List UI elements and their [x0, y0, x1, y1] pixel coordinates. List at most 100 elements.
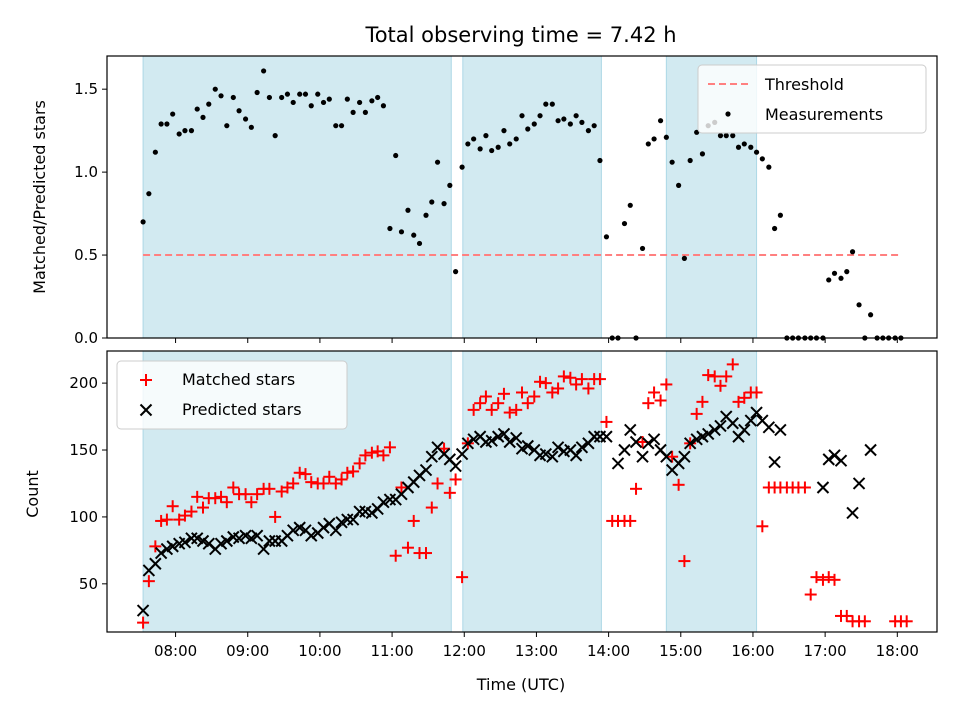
matched-point	[497, 387, 510, 400]
measurement-point	[477, 146, 483, 152]
measurement-point	[579, 119, 585, 125]
matched-point	[600, 415, 613, 428]
measurement-point	[369, 98, 375, 104]
matched-point	[149, 540, 162, 553]
measurement-point	[507, 141, 513, 147]
measurement-point	[333, 123, 339, 129]
measurement-point	[357, 99, 363, 106]
predicted-point	[497, 427, 511, 441]
predicted-point	[377, 495, 390, 509]
bottom-ylabel: Count	[23, 470, 42, 518]
predicted-point	[305, 529, 318, 542]
matched-point	[672, 478, 685, 491]
matched-point	[431, 477, 444, 490]
x-tick-label: 18:00	[876, 642, 919, 660]
measurement-point	[759, 156, 765, 162]
measurement-point	[447, 182, 453, 188]
measurement-point	[838, 275, 844, 281]
bottom-y-tick-label: 100	[69, 508, 98, 526]
predicted-point	[467, 433, 480, 446]
measurement-point	[290, 99, 296, 106]
measurement-point	[158, 121, 164, 127]
matched-point	[353, 457, 366, 470]
x-tick-label: 10:00	[298, 642, 341, 660]
matched-point	[215, 490, 228, 503]
measurement-point	[657, 118, 664, 124]
matched-point	[624, 514, 637, 527]
matched-point	[900, 615, 913, 628]
matched-point	[377, 449, 390, 462]
matched-point	[263, 482, 276, 495]
measurement-point	[459, 164, 465, 170]
measurement-point	[483, 133, 489, 139]
x-tick-label: 16:00	[731, 642, 774, 660]
matched-point	[521, 397, 534, 410]
legend-predicted-marker	[139, 403, 153, 417]
measurement-point	[416, 240, 423, 247]
matched-point	[449, 473, 462, 486]
predicted-point	[346, 513, 360, 526]
matched-point	[528, 390, 541, 403]
matched-point	[456, 571, 469, 584]
matched-point	[420, 547, 433, 560]
matched-point	[593, 373, 606, 386]
matched-point	[539, 377, 552, 390]
matched-point	[654, 394, 667, 407]
legend-predicted-label: Predicted stars	[182, 400, 302, 419]
matched-point	[467, 403, 480, 416]
matched-point	[323, 470, 336, 483]
measurement-point	[170, 111, 176, 117]
predicted-point	[220, 534, 234, 548]
measurement-point	[248, 124, 254, 130]
predicted-point	[816, 481, 830, 494]
measurement-point	[651, 136, 657, 142]
predicted-point	[708, 423, 721, 437]
measurement-point	[849, 249, 856, 255]
legend-threshold-label: Threshold	[764, 75, 844, 94]
measurement-point	[279, 94, 285, 101]
measurement-point	[687, 157, 693, 164]
measurement-point	[405, 207, 411, 213]
predicted-point	[600, 430, 613, 443]
legend-matched-marker	[140, 374, 152, 386]
predicted-point	[485, 434, 498, 447]
top-axes-frame	[106, 55, 938, 339]
measurement-point	[730, 133, 736, 139]
predicted-point	[642, 437, 655, 450]
shaded-interval-bottom	[665, 350, 758, 633]
predicted-point	[329, 524, 342, 537]
measurement-point	[284, 91, 291, 97]
predicted-point	[647, 433, 661, 446]
matched-point	[690, 407, 703, 420]
predicted-point	[178, 536, 192, 549]
matched-point	[383, 441, 396, 454]
shaded-interval-bottom	[462, 350, 602, 633]
matched-point	[401, 541, 414, 554]
measurement-point	[669, 159, 675, 165]
predicted-point	[864, 443, 877, 457]
matched-point	[738, 391, 751, 404]
measurement-point	[254, 89, 260, 96]
matched-point	[816, 573, 829, 586]
matched-point	[407, 514, 420, 527]
matched-point	[335, 473, 348, 486]
predicted-point	[185, 532, 198, 545]
matched-point	[269, 510, 282, 523]
matched-point	[750, 386, 763, 399]
top-y-tick-label: 0.0	[74, 329, 98, 347]
measurement-point	[699, 151, 706, 157]
predicted-point	[569, 449, 583, 462]
predicted-point	[714, 419, 727, 433]
matched-point	[479, 390, 492, 403]
bottom-y-tick-label: 150	[69, 441, 98, 459]
measurement-point	[753, 149, 760, 155]
predicted-point	[257, 542, 270, 556]
predicted-point	[575, 441, 589, 454]
measurement-point	[844, 269, 850, 275]
measurement-point	[423, 212, 429, 218]
matched-point	[804, 588, 817, 601]
measurement-point	[434, 159, 441, 165]
predicted-point	[618, 443, 631, 457]
matched-point	[510, 403, 523, 416]
